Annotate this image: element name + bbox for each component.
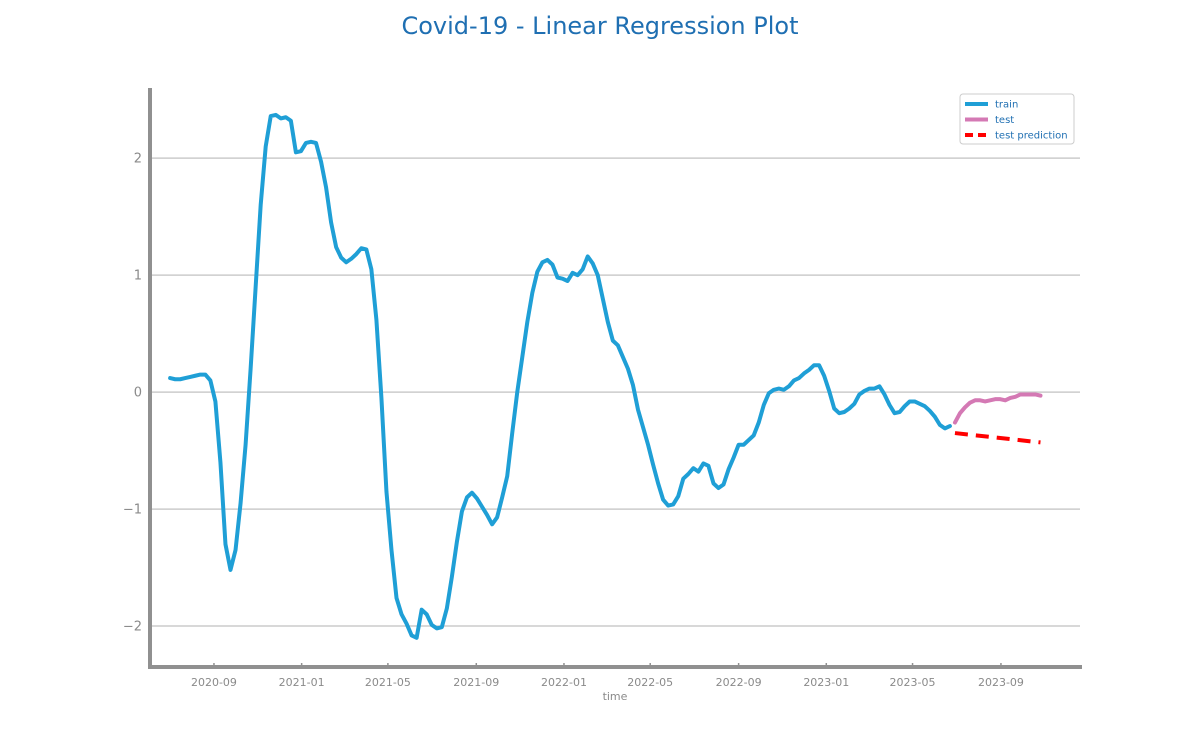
series-group — [168, 112, 1043, 640]
y-tick-label: 2 — [134, 152, 142, 167]
y-tick-label: 0 — [134, 386, 142, 401]
legend-label: test prediction — [995, 131, 1068, 142]
x-axis-ticks: 2020-09 2021-01 2021-05 2021-09 2022-01 2022-… — [191, 663, 1024, 689]
x-tick-label: 2022-05 — [627, 676, 673, 689]
x-tick-label: 2020-09 — [191, 676, 237, 689]
x-tick-label: 2022-09 — [716, 676, 762, 689]
x-tick-label: 2022-01 — [541, 676, 587, 689]
legend-label: test — [995, 115, 1014, 126]
x-tick-label: 2023-01 — [803, 676, 849, 689]
y-axis-ticks: −2 −1 0 1 2 — [123, 152, 142, 635]
y-tick-label: −2 — [123, 620, 142, 635]
legend: train test test prediction — [959, 93, 1075, 145]
y-tick-label: 1 — [134, 269, 142, 284]
x-axis-label: time — [603, 690, 628, 703]
grid — [150, 157, 1080, 627]
x-tick-label: 2023-05 — [890, 676, 936, 689]
x-tick-label: 2021-01 — [279, 676, 325, 689]
x-tick-label: 2021-05 — [365, 676, 411, 689]
axes — [148, 88, 1082, 669]
legend-box — [959, 93, 1075, 145]
series-line-test-prediction — [954, 431, 1041, 445]
x-tick-label: 2023-09 — [978, 676, 1024, 689]
y-tick-label: −1 — [123, 503, 142, 518]
series-line-test — [952, 392, 1043, 425]
chart-title: Covid-19 - Linear Regression Plot — [401, 12, 798, 40]
series-line-train — [168, 112, 952, 640]
x-tick-label: 2021-09 — [453, 676, 499, 689]
legend-label: train — [995, 100, 1018, 111]
